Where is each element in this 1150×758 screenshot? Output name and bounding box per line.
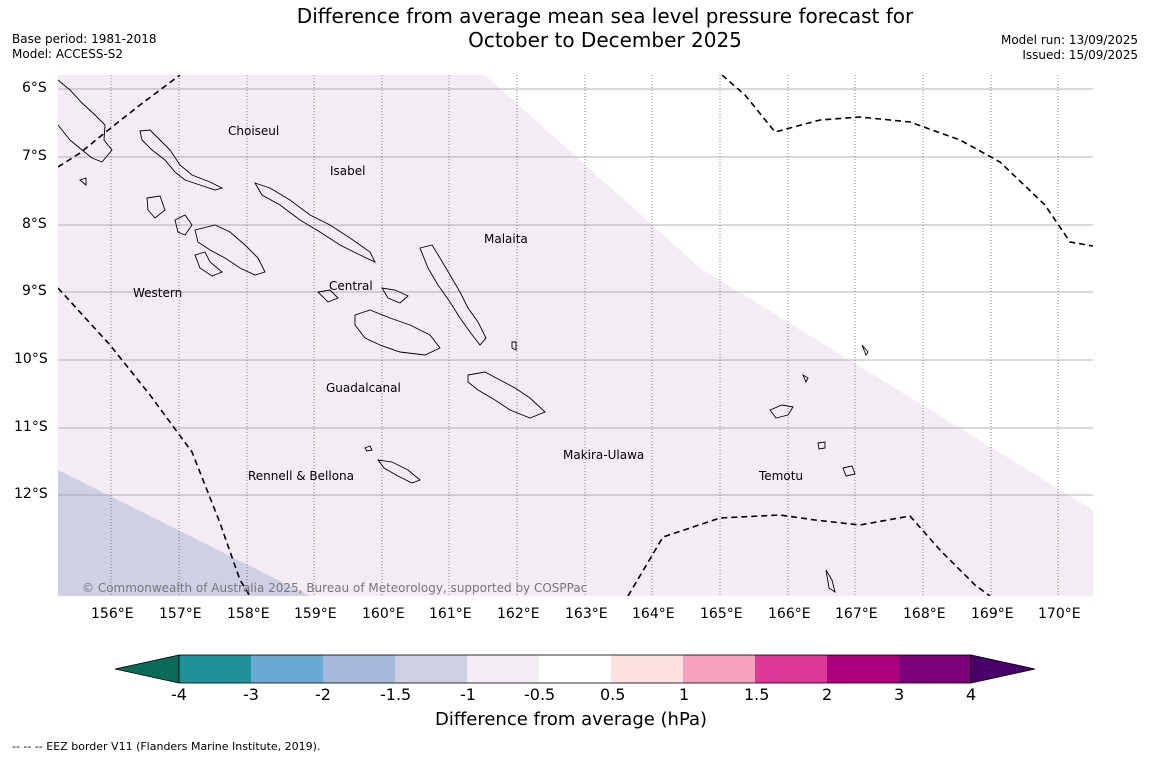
lon-label: 163°E (565, 606, 608, 622)
colorbar-swatch-minus1-to-minus0-5 (467, 655, 539, 683)
guadalcanal-coast (354, 309, 441, 356)
colorbar (114, 654, 1036, 684)
new-georgia-group-coast (194, 224, 266, 276)
colorbar-tick-label: -1.5 (380, 685, 412, 704)
lon-label: 162°E (497, 606, 540, 622)
colorbar-tick-label: 4 (966, 685, 977, 704)
santa-cruz-coast (769, 404, 794, 419)
colorbar-tick-label: 1.5 (744, 685, 770, 704)
isabel-coast (254, 182, 376, 263)
colorbar-swatch-1-5-to-2 (755, 655, 827, 683)
makira-coast (467, 371, 546, 419)
duff-islands-coast (861, 344, 869, 356)
lon-label: 169°E (971, 606, 1014, 622)
issued-date: Issued: 15/09/2025 (1022, 48, 1138, 62)
colorbar-swatch-minus2-to-minus1-5 (323, 655, 395, 683)
vanikoro-coast (825, 569, 836, 594)
colorbar-tick-label: -0.5 (524, 685, 556, 704)
colorbar-swatch-2-to-3 (827, 655, 899, 683)
colorbar-tick-label: 0.5 (600, 685, 626, 704)
lat-label: 10°S (14, 351, 48, 367)
lon-label: 161°E (429, 606, 472, 622)
coastlines (58, 79, 869, 594)
province-label-western: Western (133, 286, 183, 300)
lon-label: 165°E (700, 606, 743, 622)
florida-islands-coast (381, 287, 409, 304)
colorbar-swatch-minus1-5-to-minus1 (395, 655, 467, 683)
bellona-coast (364, 445, 373, 452)
eez-border-lines (58, 75, 1093, 596)
model-name: Model: ACCESS-S2 (12, 47, 124, 61)
colorbar-swatch-1-to-1-5 (683, 655, 755, 683)
lon-label: 158°E (227, 606, 270, 622)
colorbar-title: Difference from average (hPa) (435, 709, 708, 730)
lon-label: 166°E (768, 606, 811, 622)
province-label-guadalcanal: Guadalcanal (326, 381, 401, 395)
colorbar-tick-label: -1 (460, 685, 476, 704)
vella-lavella-coast (146, 195, 166, 219)
colorbar-outline (178, 654, 972, 684)
base-period: Base period: 1981-2018 (12, 32, 157, 46)
rennell-coast (376, 459, 421, 484)
central-islands-coast (317, 289, 339, 303)
colorbar-tick-label: -2 (315, 685, 331, 704)
colorbar-extend-above-max (970, 654, 1036, 684)
model-run-date: Model run: 13/09/2025 (1000, 33, 1138, 47)
lon-label: 160°E (362, 606, 405, 622)
province-label-malaita: Malaita (484, 232, 528, 246)
eez-border-legend: -- -- -- EEZ border V11 (Flanders Marine… (12, 740, 321, 753)
latitude-gridlines (58, 88, 1093, 496)
colorbar-tick-label: 2 (822, 685, 833, 704)
province-label-temotu: Temotu (759, 469, 804, 483)
bougainville-coast (58, 79, 113, 163)
province-label-makira-ulawa: Makira-Ulawa (563, 448, 645, 462)
province-label-central: Central (329, 279, 373, 293)
lon-label: 159°E (294, 606, 337, 622)
lat-label: 12°S (14, 486, 48, 502)
colorbar-tick-label: 3 (894, 685, 905, 704)
province-label-choiseul: Choiseul (228, 124, 280, 138)
lon-label: 157°E (159, 606, 202, 622)
colorbar-swatch-0-5-to-1 (611, 655, 683, 683)
colorbar-tick-label: -4 (171, 685, 187, 704)
lon-label: 164°E (632, 606, 675, 622)
colorbar-swatch-3-to-4 (899, 655, 971, 683)
pressure-anomaly-area-minus1-to-minus0-5 (58, 75, 1093, 596)
colorbar-swatch-minus0-5-to-0-5 (539, 655, 611, 683)
lat-label: 9°S (22, 283, 47, 299)
colorbar-tick-label: 1 (679, 685, 690, 704)
lat-label: 6°S (22, 80, 47, 96)
chart-title-line-1: Difference from average mean sea level p… (296, 4, 914, 28)
temotu-small-coast (842, 465, 856, 477)
lon-label: 168°E (903, 606, 946, 622)
colorbar-extend-below-min (114, 654, 180, 684)
lon-label: 170°E (1038, 606, 1081, 622)
colorbar-swatch-minus4-to-minus3 (179, 655, 251, 683)
colorbar-tick-label: -3 (243, 685, 259, 704)
colorbar-swatch-minus3-to-minus2 (251, 655, 323, 683)
lon-label: 156°E (91, 606, 134, 622)
small-islet-1 (511, 341, 517, 351)
new-georgia-coast (174, 214, 193, 236)
small-islet-2 (79, 177, 87, 186)
western-small-island (194, 251, 223, 277)
utupua-coast (817, 441, 826, 450)
malaita-coast (419, 244, 487, 346)
lat-label: 8°S (22, 216, 47, 232)
lat-label: 7°S (22, 148, 47, 164)
province-label-isabel: Isabel (330, 164, 366, 178)
copyright-notice: © Commonwealth of Australia 2025, Bureau… (82, 581, 588, 595)
choiseul-coast (139, 129, 224, 191)
lat-label: 11°S (14, 419, 48, 435)
lon-label: 167°E (835, 606, 878, 622)
province-label-rennell-bellona: Rennell & Bellona (248, 469, 355, 483)
reef-islands-coast (802, 373, 809, 384)
chart-title-line-2: October to December 2025 (468, 28, 742, 52)
